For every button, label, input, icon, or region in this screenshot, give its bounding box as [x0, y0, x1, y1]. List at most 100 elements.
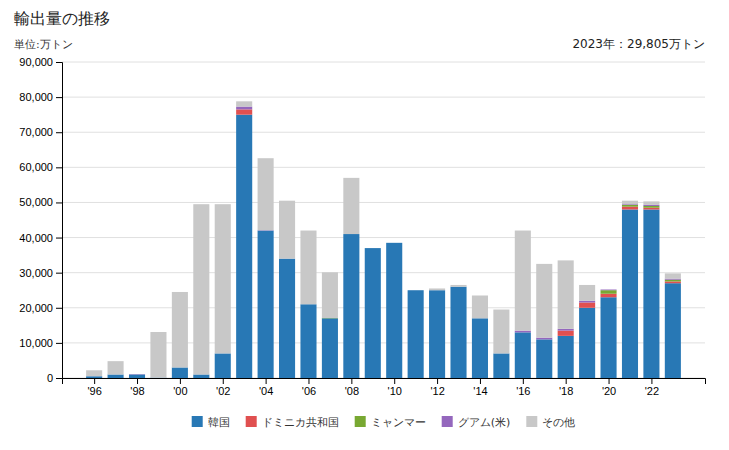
x-axis-line: [63, 379, 706, 385]
x-tick: '14: [473, 378, 487, 397]
bar: [129, 374, 145, 375]
bar: [622, 209, 638, 378]
legend-label: グアム(米): [458, 416, 511, 429]
bar: [129, 374, 145, 375]
x-tick-label: '06: [302, 385, 316, 397]
x-tick: '02: [216, 378, 230, 397]
bar: [408, 290, 424, 378]
bar: [665, 283, 681, 378]
bar: [258, 158, 274, 230]
y-tick-label: 20,000: [19, 302, 53, 314]
x-tick-label: '98: [130, 385, 144, 397]
x-tick: '04: [259, 378, 273, 397]
x-tick-mark: [394, 378, 395, 384]
bar: [408, 290, 424, 291]
legend-label: ドミニカ共和国: [262, 416, 339, 429]
x-tick: '00: [173, 378, 187, 397]
bar: [322, 272, 338, 318]
grid-line: [62, 237, 705, 238]
x-tick-mark: [351, 378, 352, 384]
grid-line: [62, 62, 705, 63]
bar: [365, 248, 381, 249]
y-tick-label: 60,000: [19, 161, 53, 173]
legend: 韓国 ドミニカ共和国 ミャンマー グアム(米) その他: [192, 416, 576, 429]
bar: [472, 318, 488, 378]
bar: [86, 376, 102, 378]
grid-line: [62, 272, 705, 273]
y-tick-mark: [56, 238, 62, 239]
bar: [665, 273, 681, 278]
series-bars: [86, 115, 681, 378]
legend-label: ミャンマー: [371, 416, 426, 429]
x-tick: '10: [388, 378, 402, 397]
title: 輸出量の推移: [14, 9, 110, 28]
bar: [558, 331, 574, 336]
grid-line: [62, 132, 705, 133]
plot-area: 010,00020,00030,00040,00050,00060,00070,…: [19, 56, 705, 397]
grid-line: [62, 97, 705, 98]
bar: [215, 353, 231, 378]
bar: [643, 206, 659, 208]
legend-swatch: [246, 416, 257, 427]
bar: [643, 209, 659, 378]
series-bars: [322, 205, 681, 318]
bar: [601, 289, 617, 291]
y-tick-label: 90,000: [19, 56, 53, 68]
legend-item: その他: [526, 416, 575, 429]
x-axis: '96'98'00'02'04'06'08'10'12'14'16'18'20'…: [63, 378, 706, 397]
bars: [86, 101, 681, 378]
bar: [108, 361, 124, 374]
bar: [386, 243, 402, 378]
y-tick-mark: [56, 308, 62, 309]
x-tick-mark: [651, 378, 652, 384]
x-tick-mark: [523, 378, 524, 384]
bar: [343, 234, 359, 378]
bar: [665, 281, 681, 283]
x-tick-label: '10: [388, 385, 402, 397]
bar: [622, 207, 638, 210]
bar: [365, 248, 381, 249]
bar: [386, 242, 402, 243]
bar: [408, 290, 424, 291]
x-tick: '96: [87, 378, 101, 397]
bar: [601, 297, 617, 378]
bar: [643, 201, 659, 205]
bar: [601, 289, 617, 290]
series-bars: [236, 109, 681, 335]
x-tick: '16: [516, 378, 530, 397]
y-tick: 50,000: [19, 196, 62, 208]
bar: [386, 242, 402, 243]
y-tick-mark: [56, 132, 62, 133]
y-tick-mark: [56, 273, 62, 274]
bar: [300, 231, 316, 305]
x-tick-label: '02: [216, 385, 230, 397]
grid-line: [62, 202, 705, 203]
annotation: 2023年：29,805万トン: [572, 37, 705, 51]
bar: [365, 248, 381, 249]
y-tick-mark: [56, 202, 62, 203]
x-tick-label: '00: [173, 385, 187, 397]
x-tick-mark: [566, 378, 567, 384]
y-tick-label: 80,000: [19, 91, 53, 103]
y-tick: 30,000: [19, 267, 62, 279]
y-tick-label: 40,000: [19, 232, 53, 244]
bar: [300, 304, 316, 378]
bar: [643, 205, 659, 206]
bar: [258, 230, 274, 231]
bar: [601, 290, 617, 294]
legend-label: 韓国: [208, 416, 230, 429]
x-tick: '98: [130, 378, 144, 397]
bar: [536, 264, 552, 338]
bar: [558, 260, 574, 328]
bar: [343, 178, 359, 234]
bar: [215, 204, 231, 353]
bar: [279, 201, 295, 259]
chart: 010,00020,00030,00040,00050,00060,00070,…: [0, 0, 729, 450]
x-tick-mark: [609, 378, 610, 384]
x-tick: '18: [559, 378, 573, 397]
y-tick-mark: [56, 167, 62, 168]
y-tick-label: 0: [47, 372, 53, 384]
bar: [536, 339, 552, 378]
bar: [193, 374, 209, 378]
bar: [258, 230, 274, 231]
